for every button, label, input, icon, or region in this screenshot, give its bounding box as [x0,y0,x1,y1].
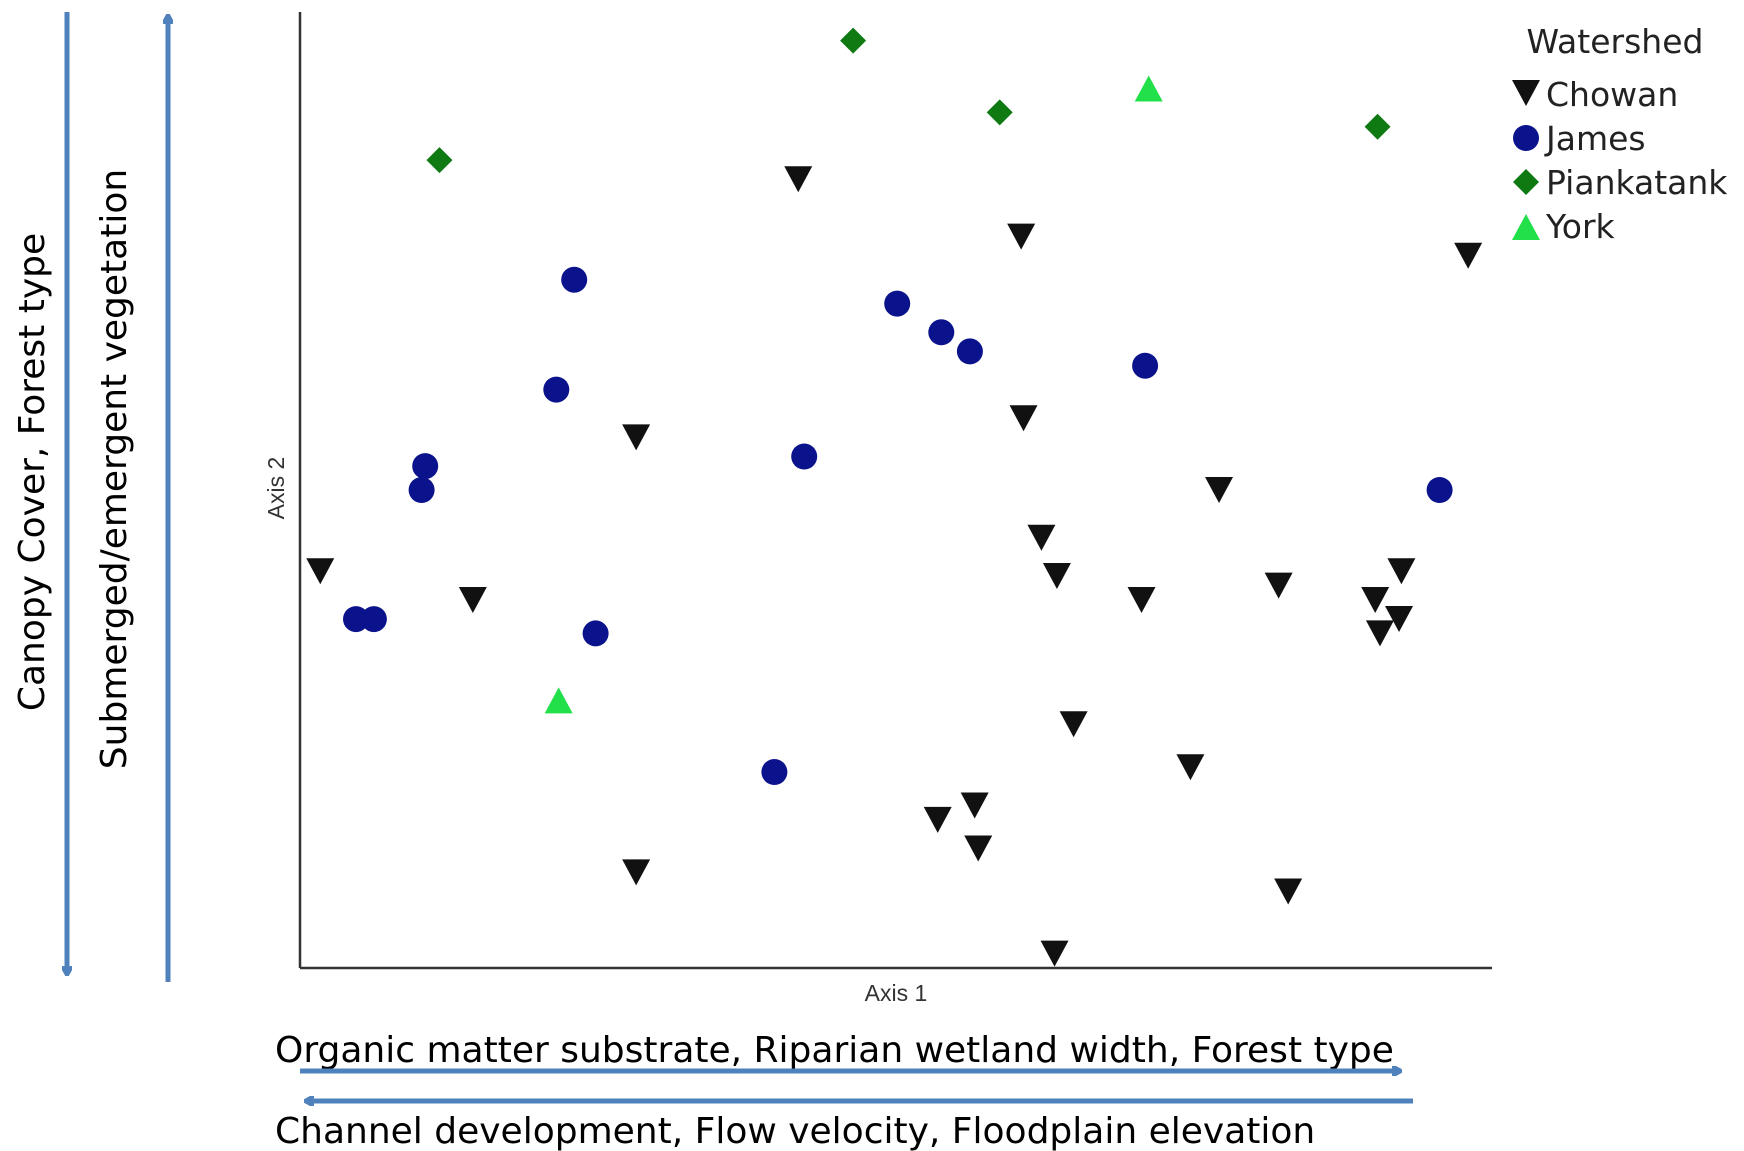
legend-label-chowan: Chowan [1546,75,1678,114]
point-james-12 [956,338,983,365]
point-james-13 [1132,352,1159,379]
point-chowan-2 [458,586,487,613]
point-chowan-22 [1365,620,1394,647]
point-chowan-7 [960,792,989,819]
x-axis-label: Axis 1 [865,980,928,1006]
point-piankatank-2 [840,27,867,54]
point-chowan-14 [1040,940,1069,967]
legend-marker-york [1512,214,1540,240]
point-chowan-11 [1027,524,1056,551]
point-james-5 [543,376,570,403]
legend-label-james: James [1544,119,1646,158]
point-chowan-20 [1361,586,1390,613]
legend-item-chowan: Chowan [1512,75,1678,114]
point-chowan-24 [1454,242,1483,269]
legend-title: Watershed [1527,22,1704,61]
legend-label-york: York [1545,207,1616,246]
point-chowan-5 [784,166,813,193]
point-james-6 [561,266,588,293]
point-chowan-19 [1274,878,1303,905]
point-chowan-15 [1127,586,1156,613]
legend-marker-chowan [1512,80,1540,106]
point-james-11 [928,319,955,346]
point-james-2 [360,606,387,633]
y-axis-label: Axis 2 [263,457,289,520]
point-chowan-1 [306,558,335,585]
point-york-2 [1134,75,1163,102]
point-james-1 [343,606,369,633]
y-inner-label: Submerged/emergent vegetation [94,169,135,769]
point-chowan-9 [1007,223,1036,250]
legend-item-james: James [1513,119,1646,158]
point-james-3 [408,477,435,503]
legend-marker-james [1513,125,1539,151]
point-james-10 [884,290,911,317]
point-piankatank-3 [986,99,1013,126]
point-chowan-13 [1059,711,1088,738]
legend-item-piankatank: Piankatank [1513,163,1728,202]
y-outer-label: Canopy Cover, Forest type [12,233,53,711]
point-chowan-10 [1009,405,1038,432]
point-james-14 [1426,477,1453,503]
point-james-9 [791,443,818,470]
point-chowan-8 [964,835,993,862]
legend-label-piankatank: Piankatank [1546,163,1728,202]
point-james-7 [582,620,609,647]
points-layer [306,27,1483,967]
legend-marker-piankatank [1513,169,1539,195]
legend-item-york: York [1512,207,1616,246]
point-chowan-4 [622,859,651,886]
x-negative-label: Channel development, Flow velocity, Floo… [275,1111,1315,1151]
point-chowan-18 [1264,572,1293,599]
point-chowan-16 [1176,754,1205,781]
point-chowan-12 [1042,563,1071,590]
point-piankatank-4 [1364,113,1391,140]
point-james-4 [412,453,439,480]
point-chowan-3 [622,424,651,451]
point-chowan-23 [1385,606,1414,633]
point-piankatank-1 [426,147,453,174]
point-chowan-6 [923,806,952,833]
point-york-1 [544,687,573,714]
x-positive-label: Organic matter substrate, Riparian wetla… [275,1030,1394,1071]
point-chowan-21 [1387,558,1416,585]
point-chowan-17 [1205,477,1234,503]
legend: Watershed Chowan James Piankatank York [1512,22,1728,246]
point-james-8 [761,759,788,785]
